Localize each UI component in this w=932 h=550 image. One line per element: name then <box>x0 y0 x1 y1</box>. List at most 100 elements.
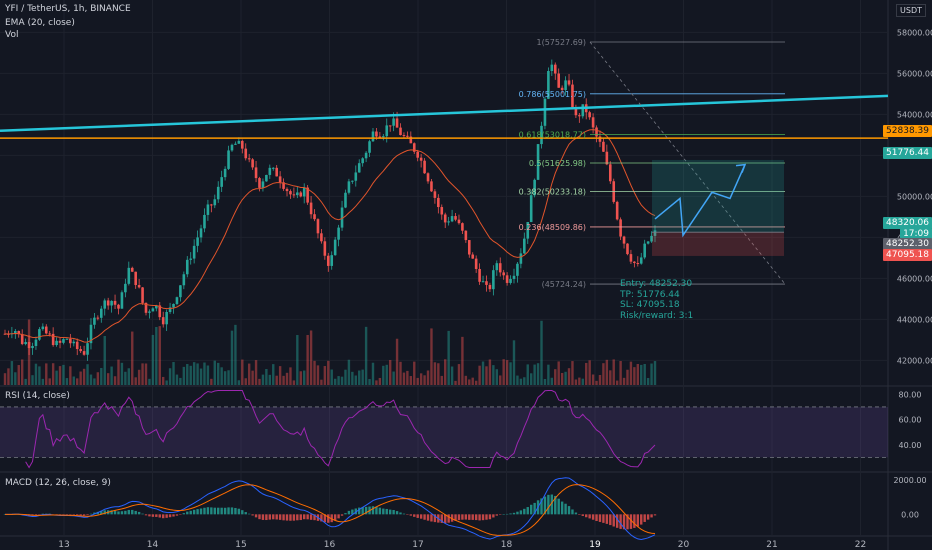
volume-bar <box>227 370 230 385</box>
candle-body <box>440 207 444 215</box>
signal-line <box>4 484 656 536</box>
candle-body <box>447 221 450 223</box>
volume-bar <box>347 359 351 385</box>
volume-bar <box>296 335 299 385</box>
candle-body <box>124 283 127 293</box>
candle-body <box>86 343 89 355</box>
macd-histogram-bar <box>244 512 247 515</box>
candle-body <box>282 182 285 189</box>
candle-body <box>213 199 217 206</box>
candle-body <box>550 64 554 72</box>
candle-body <box>357 163 361 173</box>
macd-histogram-bar <box>602 514 605 523</box>
rsi-legend[interactable]: RSI (14, close) <box>5 391 70 401</box>
price-tick-label: 58000.00 <box>897 28 932 37</box>
macd-histogram-bar <box>595 514 598 521</box>
currency-button[interactable]: USDT <box>896 4 926 17</box>
volume-bar <box>547 364 550 385</box>
macd-histogram-bar <box>505 513 509 515</box>
volume-bar <box>237 380 241 385</box>
macd-histogram-bar <box>529 504 533 515</box>
last-price-tag: 48320.06 <box>883 217 932 229</box>
macd-histogram-bar <box>330 514 333 523</box>
macd-histogram-bar <box>481 514 485 521</box>
candle-body <box>203 214 206 229</box>
macd-histogram-bar <box>182 513 186 515</box>
macd-histogram-bar <box>464 514 468 520</box>
macd-histogram-bar <box>591 514 595 520</box>
macd-histogram-bar <box>82 514 86 516</box>
candle-body <box>175 297 179 304</box>
volume-bar <box>213 360 216 385</box>
macd-histogram-bar <box>41 513 45 515</box>
volume-bar <box>179 377 182 385</box>
candle-body <box>275 167 278 177</box>
volume-bar <box>619 360 622 385</box>
candle-body <box>564 80 567 91</box>
macd-histogram-bar <box>605 514 609 524</box>
resistance-price-tag: 52838.39 <box>883 125 932 137</box>
volume-bar <box>574 379 578 385</box>
volume-bar <box>17 365 20 385</box>
macd-histogram-bar <box>516 511 519 515</box>
candle-body <box>337 227 340 240</box>
volume-bar <box>519 378 523 385</box>
volume-bar <box>313 360 316 385</box>
candle-body <box>31 345 34 349</box>
macd-histogram-bar <box>76 514 79 516</box>
candle-body <box>271 167 275 169</box>
price-tick-label: 44000.00 <box>897 315 932 324</box>
volume-bar <box>48 378 51 385</box>
volume-bar <box>437 363 440 385</box>
candle-body <box>130 267 134 272</box>
macd-histogram-bar <box>210 507 213 515</box>
macd-histogram-bar <box>406 514 409 515</box>
candle-body <box>168 307 172 312</box>
volume-bar <box>124 371 127 385</box>
fib-level-label: 0.382(50233.18) <box>519 188 586 197</box>
macd-histogram-bar <box>499 514 502 515</box>
volume-bar <box>626 369 629 385</box>
candle-body <box>636 263 640 265</box>
macd-legend[interactable]: MACD (12, 26, close, 9) <box>5 478 111 488</box>
volume-bar <box>358 370 361 385</box>
candle-body <box>316 219 320 234</box>
volume-bar <box>272 364 275 385</box>
candle-body <box>285 188 289 192</box>
candle-body <box>567 80 571 85</box>
volume-bar <box>234 324 237 385</box>
macd-histogram-bar <box>189 510 192 515</box>
volume-bar <box>34 363 38 385</box>
candle-body <box>289 191 292 195</box>
candle-body <box>55 340 58 346</box>
volume-legend[interactable]: Vol <box>5 30 19 40</box>
volume-bar <box>172 362 175 385</box>
macd-histogram-bar <box>564 503 567 515</box>
candle-body <box>93 317 96 325</box>
volume-bar <box>103 335 106 385</box>
symbol-title[interactable]: YFI / TetherUS, 1h, BINANCE <box>5 4 131 14</box>
volume-bar <box>416 377 419 385</box>
macd-histogram-bar <box>468 514 471 520</box>
macd-histogram-bar <box>199 508 203 515</box>
volume-bar <box>58 366 62 385</box>
candle-body <box>629 254 633 262</box>
candle-body <box>79 349 82 352</box>
macd-histogram-bar <box>492 514 495 518</box>
macd-histogram-bar <box>578 514 581 515</box>
volume-bar <box>144 363 148 385</box>
volume-bar <box>364 326 368 385</box>
volume-bar <box>275 375 278 385</box>
macd-histogram-bar <box>155 514 158 517</box>
ema-legend[interactable]: EMA (20, close) <box>5 18 75 28</box>
macd-histogram-bar <box>292 514 296 521</box>
candle-body <box>199 228 203 238</box>
volume-bar <box>244 378 247 385</box>
candle-body <box>643 243 646 258</box>
volume-bar <box>148 378 151 385</box>
candle-body <box>602 141 605 152</box>
candle-body <box>430 181 433 192</box>
candle-body <box>72 341 76 344</box>
tp-text: TP: 51776.44 <box>620 289 680 300</box>
